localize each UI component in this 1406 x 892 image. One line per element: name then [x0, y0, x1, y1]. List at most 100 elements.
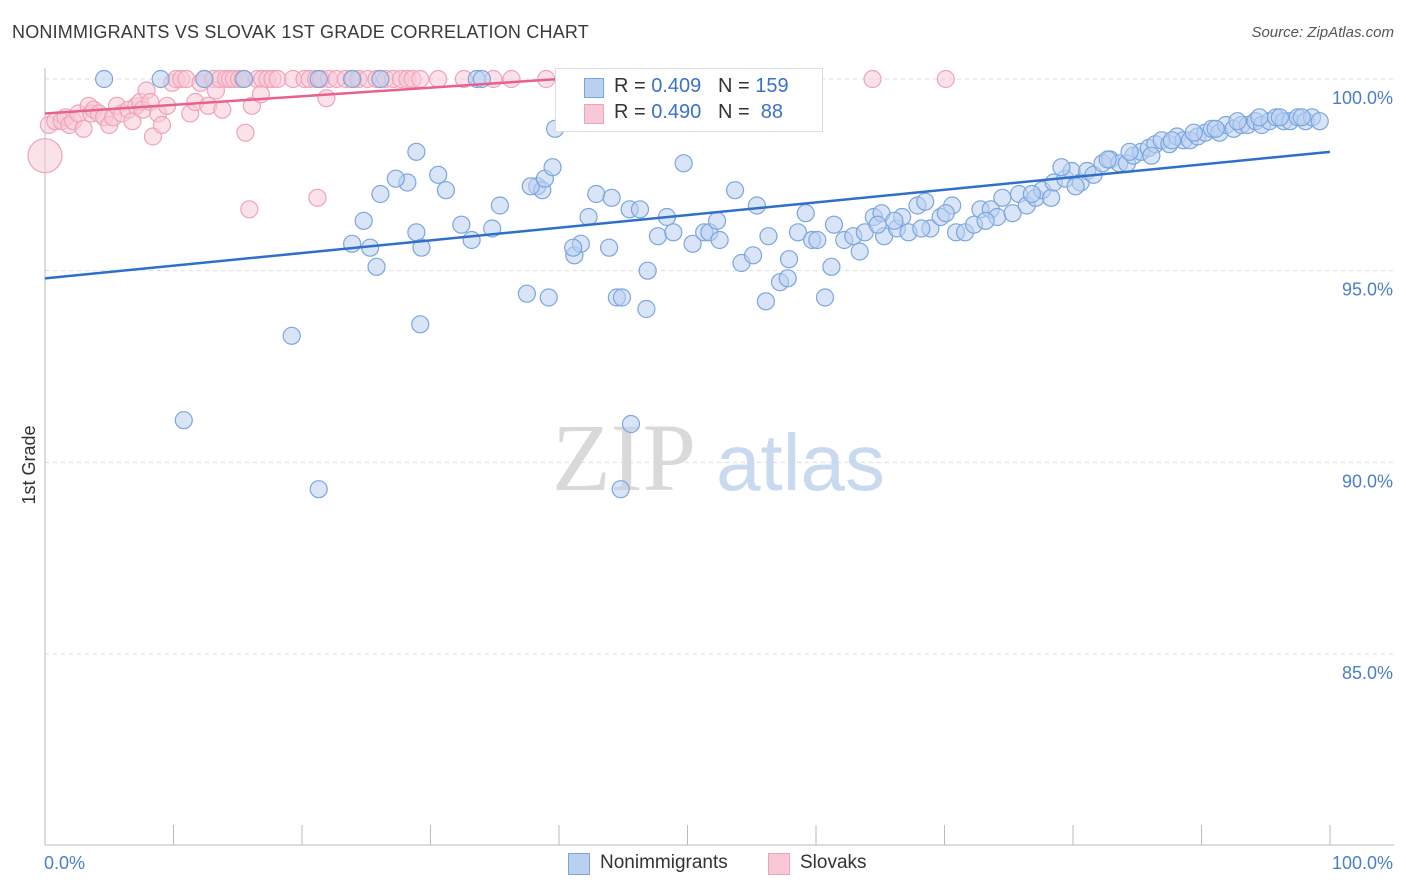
point-nonimmigrants — [993, 188, 1012, 207]
point-nonimmigrants — [707, 211, 727, 230]
point-nonimmigrants — [976, 211, 995, 230]
point-nonimmigrants — [611, 480, 630, 499]
point-nonimmigrants — [1292, 108, 1311, 127]
point-nonimmigrants — [1042, 188, 1061, 207]
point-nonimmigrants — [822, 257, 841, 276]
n-value: 88 — [755, 101, 784, 123]
trend-lines — [44, 77, 1331, 280]
legend-text: R = 0.490 N = 88 — [614, 101, 783, 124]
point-nonimmigrants — [779, 250, 799, 269]
point-nonimmigrants — [386, 169, 405, 188]
point-slovaks — [502, 69, 521, 89]
point-nonimmigrants — [1120, 142, 1139, 161]
point-nonimmigrants — [1228, 112, 1247, 131]
point-nonimmigrants — [343, 69, 362, 89]
point-nonimmigrants — [916, 192, 935, 211]
watermark: ZIP atlas — [552, 404, 885, 511]
watermark-atlas: atlas — [716, 418, 885, 507]
point-nonimmigrants — [429, 165, 448, 184]
point-nonimmigrants — [808, 230, 827, 250]
trend-line-slovaks — [44, 77, 560, 115]
point-nonimmigrants — [1206, 119, 1225, 138]
point-nonimmigrants — [411, 315, 430, 334]
point-nonimmigrants — [309, 69, 328, 89]
point-nonimmigrants — [462, 230, 481, 250]
point-nonimmigrants — [579, 207, 598, 227]
point-nonimmigrants — [564, 238, 583, 257]
point-nonimmigrants — [587, 184, 606, 204]
point-slovaks — [317, 89, 336, 108]
point-nonimmigrants — [630, 200, 650, 219]
point-nonimmigrants — [710, 230, 729, 250]
point-nonimmigrants — [602, 188, 621, 207]
point-nonimmigrants — [95, 69, 114, 89]
legend-text: R = 0.409 N = 159 — [614, 75, 789, 98]
y-tick-label: 100.0% — [1332, 88, 1393, 108]
point-nonimmigrants — [282, 326, 301, 345]
point-slovaks — [936, 69, 955, 89]
point-nonimmigrants — [1162, 131, 1182, 150]
y-tick-label: 95.0% — [1342, 280, 1393, 300]
point-nonimmigrants — [490, 196, 509, 215]
point-nonimmigrants — [174, 411, 193, 430]
point-nonimmigrants — [759, 227, 778, 246]
point-nonimmigrants — [371, 69, 390, 89]
point-nonimmigrants — [151, 69, 170, 89]
r-value: 0.490 — [651, 101, 702, 123]
point-nonimmigrants — [1142, 146, 1161, 165]
x-tick-label: 100.0% — [1332, 853, 1393, 873]
point-slovaks — [240, 200, 259, 219]
point-nonimmigrants — [815, 288, 835, 307]
point-nonimmigrants — [412, 238, 431, 257]
legend-label: Slovaks — [800, 852, 867, 873]
point-nonimmigrants — [452, 215, 471, 234]
point-nonimmigrants — [235, 69, 254, 89]
point-slovaks — [268, 69, 287, 89]
point-nonimmigrants — [778, 269, 797, 288]
point-slovaks — [236, 123, 255, 142]
y-axis-label: 1st Grade — [19, 425, 39, 504]
point-nonimmigrants — [621, 414, 641, 434]
trend-line-nonimmigrants — [44, 150, 1331, 280]
point-nonimmigrants — [354, 211, 373, 230]
legend-label: Nonimmigrants — [600, 852, 728, 873]
point-nonimmigrants — [1310, 112, 1329, 131]
point-slovaks — [411, 69, 430, 89]
point-nonimmigrants — [725, 181, 745, 200]
correlation-legend: R = 0.409 N = 159 R = 0.490 N = 88 — [555, 68, 823, 132]
point-nonimmigrants — [824, 215, 844, 234]
point-nonimmigrants — [195, 69, 214, 89]
point-nonimmigrants — [1066, 177, 1085, 196]
point-nonimmigrants — [1270, 108, 1289, 127]
r-label: R = — [614, 101, 652, 123]
point-nonimmigrants — [407, 223, 426, 242]
point-nonimmigrants — [517, 284, 536, 303]
point-nonimmigrants — [371, 184, 390, 204]
point-nonimmigrants — [796, 204, 815, 223]
spacer — [701, 75, 718, 97]
point-nonimmigrants — [521, 177, 540, 196]
point-nonimmigrants — [612, 288, 632, 307]
tick-labels: 85.0% 90.0% 95.0% 100.0% 0.0% 100.0% — [44, 88, 1393, 873]
point-nonimmigrants — [850, 242, 869, 261]
point-nonimmigrants — [868, 215, 887, 234]
point-nonimmigrants — [674, 154, 693, 173]
r-value: 0.409 — [651, 75, 702, 97]
n-value: 159 — [755, 75, 789, 97]
point-slovaks — [74, 119, 93, 138]
point-slovaks — [863, 69, 882, 89]
point-slovaks — [152, 115, 172, 135]
spacer — [701, 101, 718, 123]
chart-source: Source: ZipAtlas.com — [1251, 24, 1394, 41]
r-label: R = — [614, 75, 652, 97]
point-nonimmigrants — [936, 204, 955, 223]
axes — [44, 68, 1394, 846]
legend-swatch-blue — [584, 78, 604, 98]
n-label: N = — [717, 101, 756, 123]
point-nonimmigrants — [747, 196, 766, 215]
point-nonimmigrants — [600, 238, 619, 257]
point-nonimmigrants — [885, 211, 904, 230]
point-nonimmigrants — [539, 288, 558, 307]
point-slovaks — [213, 100, 232, 119]
